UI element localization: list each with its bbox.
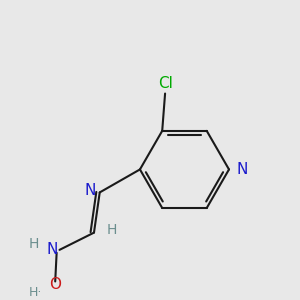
Text: N: N	[47, 242, 58, 257]
Text: H: H	[29, 237, 39, 251]
Text: H: H	[107, 223, 117, 237]
Text: Cl: Cl	[158, 76, 172, 91]
Text: N: N	[85, 184, 96, 199]
Text: O: O	[49, 277, 61, 292]
Text: N: N	[236, 162, 248, 177]
Text: H·: H·	[29, 286, 42, 299]
